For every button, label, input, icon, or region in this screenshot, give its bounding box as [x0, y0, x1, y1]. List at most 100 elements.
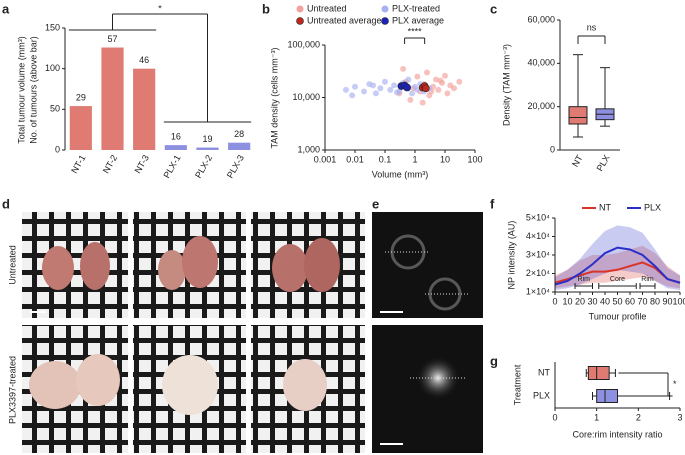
- point: [361, 88, 368, 95]
- point: [422, 84, 430, 93]
- bar: [69, 106, 92, 150]
- x-tick-label: 0.001: [314, 154, 337, 164]
- legend-label: PLX: [644, 202, 661, 212]
- legend-label: Untreated: [307, 3, 347, 13]
- photo-grid: [22, 212, 365, 453]
- point: [349, 92, 356, 99]
- x-tick-label: 80: [650, 296, 660, 306]
- x-tick-label: 3: [677, 412, 682, 422]
- y-tick-label: 3×10⁴: [526, 249, 550, 259]
- panel-label: c: [490, 1, 497, 16]
- point: [419, 99, 426, 106]
- x-tick-label: NT-2: [101, 153, 119, 175]
- y-tick-label: 4×10⁴: [526, 231, 550, 241]
- y-tick-label: 1×10⁴: [526, 286, 550, 296]
- y-tick-label: 10,000: [292, 92, 320, 102]
- x-tick-label: 0.01: [346, 154, 364, 164]
- y-tick-label: 1,000: [297, 144, 320, 154]
- point: [370, 82, 377, 89]
- microscopy-images: [372, 212, 483, 453]
- y-tick-label: 150: [45, 22, 60, 32]
- bar-count-label: 16: [171, 131, 181, 141]
- point: [400, 65, 407, 72]
- point: [352, 83, 358, 90]
- point: [377, 85, 384, 92]
- x-tick-label: 0.1: [379, 154, 392, 164]
- line: [554, 246, 681, 286]
- box: [568, 106, 588, 125]
- region-label: Rim: [578, 276, 591, 283]
- y-tick-label: 2×10⁴: [526, 268, 550, 278]
- x-tick-label: 0: [552, 412, 557, 422]
- y-axis-label: No. of tumours (above bar): [28, 36, 38, 144]
- legend-marker: [296, 17, 304, 25]
- legend-marker: [381, 17, 389, 25]
- x-tick-label: 60: [625, 296, 635, 306]
- panel-label: a: [2, 1, 10, 16]
- point: [442, 72, 448, 79]
- point: [444, 90, 451, 97]
- y-axis-label: Treatment: [512, 364, 522, 405]
- y-axis-label: TAM density (cells mm⁻³): [269, 47, 279, 148]
- x-axis-label: Tumour profile: [589, 311, 647, 321]
- legend-marker: [296, 5, 304, 13]
- y-axis-label: NP intensity (AU): [506, 221, 516, 290]
- bar-count-label: 19: [202, 134, 212, 144]
- bar: [101, 47, 124, 150]
- band: [555, 245, 680, 289]
- point: [393, 89, 400, 96]
- significance: *: [673, 379, 677, 389]
- legend-marker: [381, 5, 389, 13]
- point: [414, 86, 421, 93]
- point: [451, 85, 458, 92]
- y-tick-label: PLX: [533, 390, 550, 400]
- row-label: Untreated: [7, 245, 17, 285]
- legend-label: PLX-treated: [392, 3, 440, 13]
- x-tick-label: 90: [662, 296, 672, 306]
- x-tick-label: 1: [412, 154, 417, 164]
- x-tick-label: PLX-3: [225, 153, 246, 180]
- x-tick-label: 30: [587, 296, 597, 306]
- x-tick-label: 10: [440, 154, 450, 164]
- point: [423, 69, 430, 76]
- x-axis-label: Volume (mm³): [372, 169, 429, 179]
- y-tick-label: 20,000: [527, 101, 555, 111]
- x-tick-label: NT-3: [133, 153, 151, 175]
- y-tick-label: 0: [55, 144, 60, 154]
- x-tick-label: 20: [575, 296, 585, 306]
- bar: [228, 142, 251, 150]
- region-label: Core: [610, 276, 625, 283]
- y-tick-label: 40,000: [527, 58, 555, 68]
- bar-count-label: 57: [107, 34, 117, 44]
- point: [409, 90, 416, 97]
- panel-label: f: [490, 196, 495, 211]
- box: [587, 366, 610, 380]
- x-tick-label: PLX-2: [193, 153, 214, 180]
- x-tick-label: PLX-1: [161, 153, 182, 180]
- x-tick-label: 70: [637, 296, 647, 306]
- x-tick-label: 0: [552, 296, 557, 306]
- bar-count-label: 46: [139, 55, 149, 65]
- significance: ns: [587, 22, 597, 32]
- y-tick-label: 100,000: [287, 39, 320, 49]
- y-tick-label: 100: [45, 63, 60, 73]
- point: [403, 83, 412, 92]
- x-axis-label: Core:rim intensity ratio: [572, 429, 662, 439]
- legend-label: NT: [599, 202, 611, 212]
- y-tick-label: 5×10⁴: [526, 212, 550, 222]
- significance: *: [158, 3, 162, 13]
- point: [414, 73, 421, 80]
- x-tick-label: 100: [467, 154, 482, 164]
- panel-label: e: [372, 196, 379, 211]
- panel-label: g: [490, 353, 498, 368]
- point: [407, 96, 414, 103]
- x-tick-label: 40: [600, 296, 610, 306]
- legend-label: Untreated average: [307, 15, 382, 25]
- point: [342, 86, 349, 93]
- x-tick-label: 50: [612, 296, 622, 306]
- row-label: PLX3397-treated: [7, 356, 17, 424]
- x-tick-label: 10: [562, 296, 572, 306]
- panel-label: b: [262, 1, 270, 16]
- bar-count-label: 28: [234, 129, 244, 139]
